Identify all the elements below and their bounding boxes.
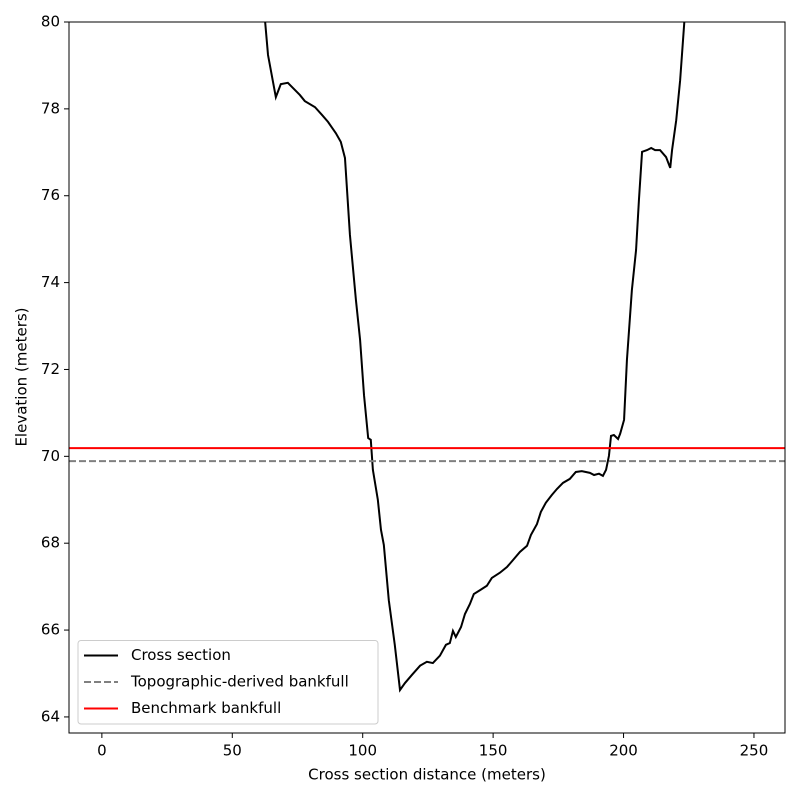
x-axis-label: Cross section distance (meters) (308, 766, 546, 784)
x-tick-label: 150 (479, 742, 508, 760)
y-tick-label: 72 (41, 360, 60, 378)
x-tick-label: 100 (348, 742, 377, 760)
legend-label: Topographic-derived bankfull (130, 673, 349, 691)
y-axis-label: Elevation (meters) (13, 307, 31, 446)
legend-label: Cross section (131, 646, 231, 664)
x-tick-label: 0 (97, 742, 107, 760)
y-tick-label: 70 (41, 447, 60, 465)
y-tick-label: 80 (41, 13, 60, 31)
plot-frame (68, 21, 786, 734)
x-tick-label: 200 (609, 742, 638, 760)
line-series (264, 22, 686, 693)
y-tick-label: 74 (41, 273, 60, 291)
y-tick-label: 64 (41, 707, 60, 725)
legend-box (77, 640, 379, 725)
y-tick-label: 78 (41, 99, 60, 117)
legend-label: Benchmark bankfull (131, 699, 281, 717)
plot-area (69, 22, 785, 693)
y-tick-label: 66 (41, 621, 60, 639)
y-tick-label: 68 (41, 534, 60, 552)
x-tick-label: 50 (223, 742, 242, 760)
x-tick-label: 250 (740, 742, 769, 760)
y-tick-label: 76 (41, 186, 60, 204)
